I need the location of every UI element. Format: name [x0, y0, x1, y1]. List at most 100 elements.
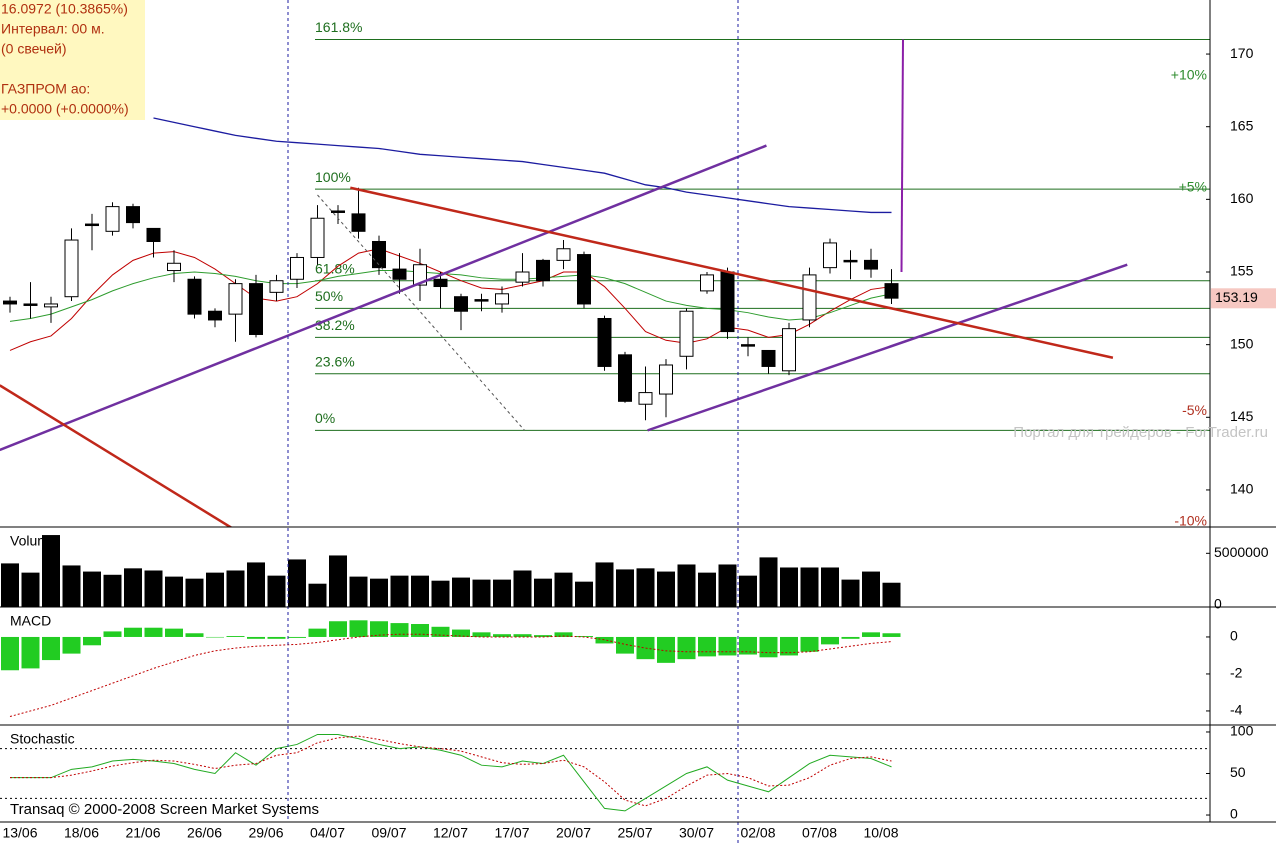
x-tick-label: 26/06: [187, 825, 222, 841]
tick-line: [900, 39, 904, 273]
candle-body: [126, 206, 140, 224]
macd-bar: [780, 636, 798, 656]
y-tick-label: 0: [1214, 596, 1222, 612]
stochastic-line: [10, 735, 892, 807]
watermark: Портал для трейдеров - ForTrader.ru: [1013, 424, 1268, 441]
volume-bar: [657, 571, 675, 607]
x-tick-label: 25/07: [617, 825, 652, 841]
candle-body: [495, 293, 509, 305]
volume-bar: [841, 579, 860, 607]
candle-body: [290, 256, 304, 280]
candle-body: [659, 364, 673, 395]
info-line: 16.0972 (10.3865%): [1, 1, 128, 17]
percent-label: +10%: [1171, 67, 1207, 83]
macd-bar: [800, 636, 819, 652]
candle-body: [556, 248, 571, 261]
macd-bar: [718, 636, 737, 656]
last-price-label: 153.19: [1215, 289, 1258, 305]
volume-bar: [493, 579, 511, 607]
volume-bar: [329, 555, 347, 607]
panel-title: Stochastic: [10, 731, 75, 747]
candle-body: [3, 300, 17, 305]
fib-label: 161.8%: [315, 19, 362, 35]
candle-body: [249, 283, 263, 335]
candle-body: [351, 213, 366, 232]
macd-bar: [657, 636, 675, 663]
y-tick-label: 150: [1230, 335, 1254, 351]
info-box: [0, 0, 145, 120]
volume-bar: [575, 581, 593, 607]
volume-bar: [882, 582, 901, 607]
volume-bar: [267, 575, 286, 607]
macd-bar: [370, 621, 388, 637]
y-tick-label: 165: [1230, 117, 1254, 133]
macd-bar: [431, 626, 450, 637]
macd-bar: [739, 636, 757, 655]
x-tick-label: 04/07: [310, 825, 345, 841]
trendline: [0, 384, 233, 527]
y-tick-label: 145: [1230, 408, 1254, 424]
candle-body: [577, 254, 591, 305]
x-tick-label: 29/06: [248, 825, 283, 841]
fib-label: 38.2%: [315, 317, 355, 333]
volume-bar: [595, 562, 614, 607]
signal-line: [9, 633, 892, 717]
volume-bar: [206, 572, 224, 607]
info-line: (0 свечей): [1, 41, 67, 57]
volume-bar: [1, 563, 19, 607]
fib-label: 100%: [315, 169, 351, 185]
candle-body: [638, 392, 653, 405]
volume-bar: [780, 567, 798, 607]
macd-bar: [247, 636, 265, 639]
volume-bar: [759, 557, 778, 607]
x-tick-label: 09/07: [371, 825, 406, 841]
candle-body: [228, 283, 243, 315]
macd-bar: [329, 621, 347, 637]
x-tick-label: 30/07: [679, 825, 714, 841]
stochastic-line: [10, 733, 892, 812]
macd-bar: [616, 636, 634, 654]
footer: Transaq © 2000-2008 Screen Market System…: [10, 801, 319, 818]
x-tick-label: 12/07: [433, 825, 468, 841]
y-tick-label: 0: [1230, 628, 1238, 644]
macd-bar: [882, 633, 901, 637]
macd-bar: [513, 634, 532, 637]
volume-bar: [370, 578, 388, 607]
volume-bar: [62, 565, 81, 607]
volume-bar: [677, 564, 696, 607]
volume-bar: [144, 570, 163, 607]
candle-body: [761, 349, 776, 367]
moving-average: [9, 270, 892, 322]
macd-bar: [1, 636, 19, 671]
volume-bar: [698, 572, 716, 607]
x-tick-label: 18/06: [64, 825, 99, 841]
volume-bar: [165, 576, 183, 607]
volume-bar: [616, 569, 634, 607]
volume-bar: [534, 578, 552, 607]
macd-bar: [595, 636, 614, 644]
candle-body: [618, 354, 632, 402]
x-tick-label: 20/07: [556, 825, 591, 841]
volume-bar: [288, 559, 306, 607]
macd-bar: [821, 636, 839, 645]
volume-bar: [185, 578, 204, 607]
price-panel: 161.8%100%61.8%50%38.2%23.6%0%+10%+5%-5%…: [0, 19, 1210, 527]
x-tick-label: 07/08: [802, 825, 837, 841]
candle-body: [372, 240, 386, 269]
macd-bar: [452, 629, 470, 637]
volume-bar: [636, 568, 655, 607]
volume-bar: [821, 567, 839, 607]
candle-body: [679, 310, 694, 357]
volume-bar: [739, 575, 757, 607]
volume-bar: [554, 572, 573, 607]
candle-body: [413, 264, 427, 286]
macd-bar: [390, 623, 409, 637]
macd-bar: [759, 636, 778, 658]
y-tick-label: 155: [1230, 263, 1254, 279]
macd-bar: [493, 634, 511, 637]
macd-bar: [83, 636, 101, 646]
candle-body: [454, 296, 468, 312]
info-line: Интервал: 00 м.: [1, 21, 105, 37]
volume-bar: [226, 570, 245, 607]
